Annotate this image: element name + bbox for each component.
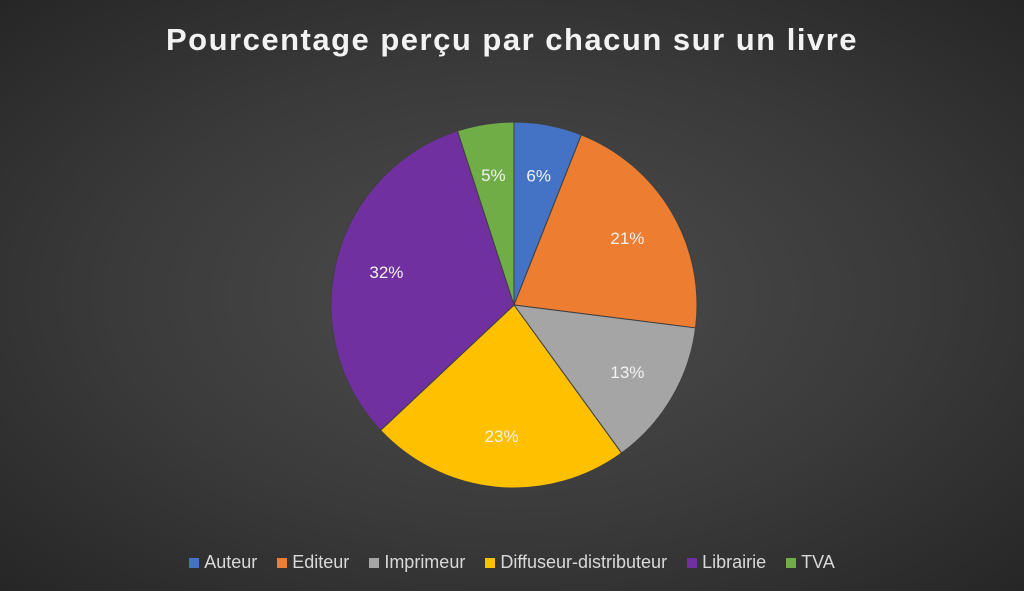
chart-title: Pourcentage perçu par chacun sur un livr… xyxy=(165,22,859,57)
pie-slice-librairie xyxy=(330,130,515,431)
data-label: 32% xyxy=(369,263,403,282)
legend-label: TVA xyxy=(801,552,835,572)
data-label: 13% xyxy=(610,363,644,382)
legend-label: Librairie xyxy=(702,552,767,572)
legend-swatch xyxy=(189,557,200,568)
data-label: 23% xyxy=(485,427,519,446)
legend-label: Auteur xyxy=(204,552,258,572)
legend-swatch xyxy=(485,557,496,568)
pie-slice-tva xyxy=(456,121,515,306)
legend-swatch xyxy=(277,557,288,568)
legend-item: Auteur xyxy=(189,552,257,573)
legend-item: Librairie xyxy=(687,552,766,573)
legend-label: Imprimeur xyxy=(384,552,466,572)
legend-swatch xyxy=(786,557,797,568)
pie-slice-editeur xyxy=(513,134,698,329)
legend-swatch xyxy=(369,557,380,568)
legend-label: Diffuseur-distributeur xyxy=(500,552,668,572)
pie-slice-imprimeur xyxy=(512,304,697,454)
pie-chart: 6% 21% 13% 23% 32% 5% xyxy=(330,121,698,489)
data-label: 5% xyxy=(481,166,506,185)
legend: Auteur Editeur Imprimeur Diffuseur-distribu… xyxy=(0,552,1024,573)
legend-swatch xyxy=(687,557,698,568)
data-label: 21% xyxy=(610,229,644,248)
data-label: 6% xyxy=(526,167,551,186)
legend-item: Diffuseur-distributeur xyxy=(485,552,667,573)
legend-item: TVA xyxy=(786,552,835,573)
pie-slice-diffuseur-distributeur xyxy=(379,304,623,489)
legend-label: Editeur xyxy=(292,552,350,572)
legend-item: Imprimeur xyxy=(369,552,465,573)
legend-item: Editeur xyxy=(277,552,349,573)
